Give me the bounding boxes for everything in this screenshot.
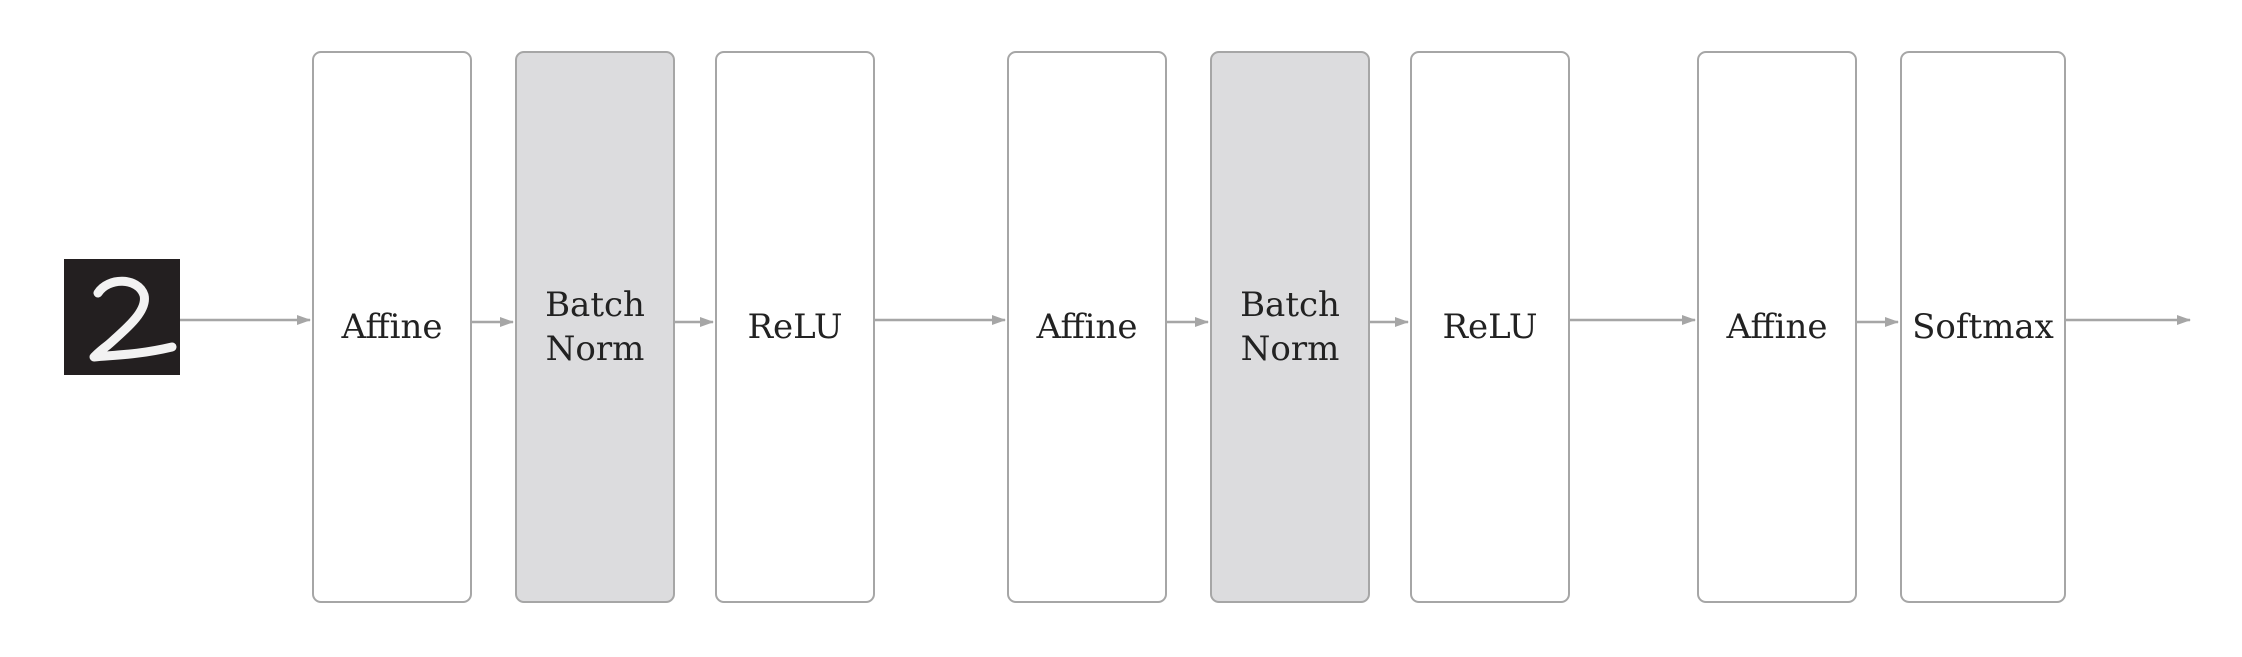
- layer-batchnorm-1: Batch Norm: [515, 51, 675, 603]
- layer-label: Affine: [341, 307, 443, 347]
- input-digit-image: [64, 259, 180, 375]
- layer-affine-2: Affine: [1007, 51, 1167, 603]
- layer-label: Affine: [1036, 307, 1138, 347]
- layer-label: Affine: [1726, 307, 1828, 347]
- layer-relu-1: ReLU: [715, 51, 875, 603]
- layer-label: Batch Norm: [1240, 285, 1340, 369]
- layer-affine-1: Affine: [312, 51, 472, 603]
- layer-label: ReLU: [747, 307, 843, 347]
- layer-label: Batch Norm: [545, 285, 645, 369]
- layer-affine-3: Affine: [1697, 51, 1857, 603]
- layer-label: ReLU: [1442, 307, 1538, 347]
- layer-relu-2: ReLU: [1410, 51, 1570, 603]
- layer-label: Softmax: [1912, 307, 2054, 347]
- layer-batchnorm-2: Batch Norm: [1210, 51, 1370, 603]
- layer-softmax: Softmax: [1900, 51, 2066, 603]
